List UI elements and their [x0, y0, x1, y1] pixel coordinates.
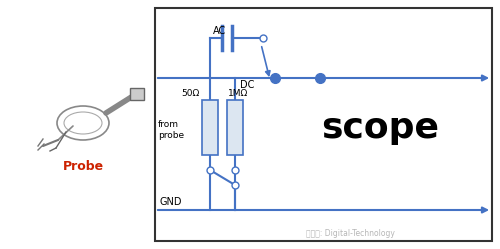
Text: AC: AC: [213, 26, 226, 36]
Text: scope: scope: [321, 111, 439, 145]
Bar: [155, 8, 492, 241]
Bar: [227, 100, 243, 155]
Text: Probe: Probe: [62, 160, 104, 173]
Bar: [130, 88, 144, 100]
Text: DC: DC: [240, 80, 254, 90]
Text: 微信号: Digital-Technology: 微信号: Digital-Technology: [306, 229, 394, 238]
Text: 1MΩ: 1MΩ: [228, 89, 248, 98]
Text: from
probe: from probe: [158, 120, 184, 140]
Text: 50Ω: 50Ω: [182, 89, 200, 98]
Text: GND: GND: [160, 197, 182, 207]
Bar: [202, 100, 218, 155]
